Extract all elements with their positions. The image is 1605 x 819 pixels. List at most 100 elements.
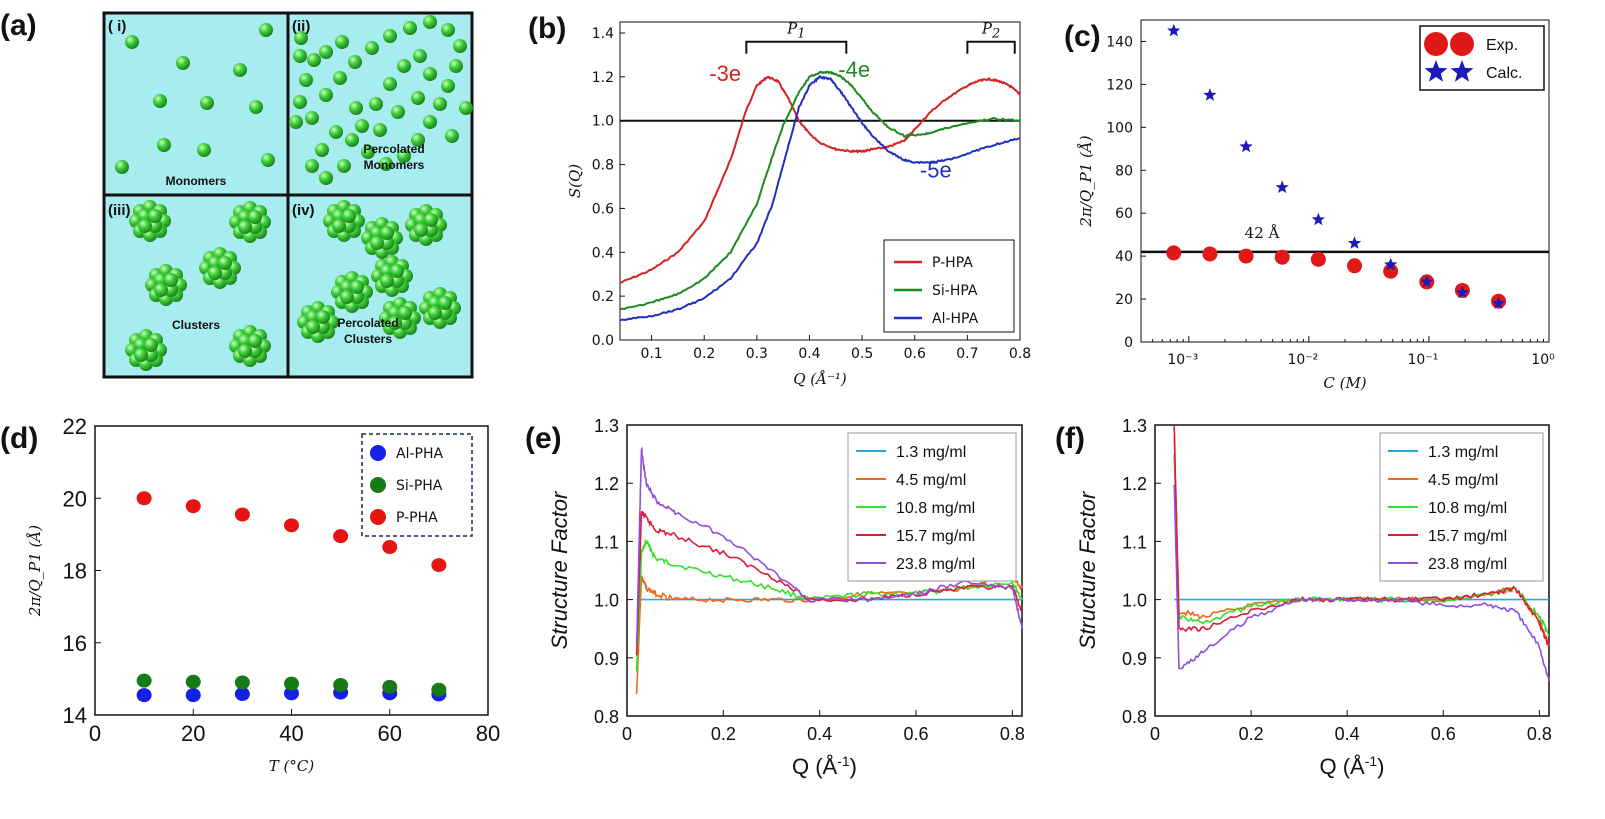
plot-frame bbox=[1154, 424, 1550, 717]
monomer-sphere bbox=[441, 79, 455, 93]
cluster-sphere bbox=[424, 213, 438, 227]
x-tick-label: 10⁻² bbox=[1287, 352, 1318, 368]
charge-annotation: -3e bbox=[709, 61, 741, 86]
y-tick-label: 1.1 bbox=[1122, 532, 1147, 552]
cluster-sphere bbox=[424, 223, 438, 237]
cluster-sphere bbox=[144, 348, 158, 362]
chart-c: 10⁻³ 10⁻² 10⁻¹ 10⁰ 0 20 40 60 80 100 120 140 C (M) 2π… bbox=[1077, 19, 1555, 392]
y-tick-label: 40 bbox=[1115, 249, 1133, 265]
monomer-sphere bbox=[115, 160, 129, 174]
data-point bbox=[234, 507, 250, 522]
y-tick-label: 0.0 bbox=[592, 333, 614, 349]
y-tick-label: 60 bbox=[1115, 206, 1133, 222]
legend-label: 4.5 mg/ml bbox=[896, 472, 966, 489]
monomer-sphere bbox=[200, 96, 214, 110]
cluster-sphere bbox=[380, 226, 394, 240]
cluster-sphere bbox=[428, 296, 442, 310]
monomer-sphere bbox=[176, 56, 190, 70]
peak-label-sub: 2 bbox=[991, 27, 1000, 42]
panel-label: (e) bbox=[525, 422, 562, 455]
y-tick-label: 18 bbox=[63, 559, 87, 584]
x-tick-label: 0.4 bbox=[1335, 724, 1360, 744]
legend-label: 1.3 mg/ml bbox=[896, 444, 966, 461]
data-point bbox=[431, 682, 447, 697]
peak-bracket bbox=[966, 40, 1016, 54]
cluster-sphere bbox=[208, 266, 222, 280]
cluster-sphere bbox=[238, 220, 252, 234]
y-tick-label: 1.3 bbox=[1122, 416, 1147, 436]
cluster-sphere bbox=[208, 256, 222, 270]
x-tick-label: 20 bbox=[181, 721, 205, 746]
plot-frame bbox=[626, 424, 1023, 717]
x-axis-label-sup: -1 bbox=[837, 753, 850, 769]
y-tick-label: 0.8 bbox=[1122, 707, 1147, 727]
monomer-sphere bbox=[449, 59, 463, 73]
monomer-sphere bbox=[355, 119, 369, 133]
legend-swatch bbox=[1424, 60, 1448, 82]
x-axis-label: Q (Å-1) bbox=[1319, 753, 1384, 779]
x-tick-label: 0.3 bbox=[746, 346, 768, 362]
legend-swatch bbox=[370, 445, 386, 461]
data-point bbox=[1274, 249, 1290, 265]
y-tick-label: 1.1 bbox=[594, 532, 619, 552]
monomer-sphere bbox=[319, 45, 333, 59]
cluster-sphere bbox=[340, 290, 354, 304]
series-line bbox=[619, 75, 1021, 284]
y-axis-label: S(Q) bbox=[566, 164, 584, 198]
monomer-sphere bbox=[329, 125, 343, 139]
data-point bbox=[1239, 139, 1253, 153]
series-line bbox=[1173, 426, 1550, 647]
y-tick-label: 0.2 bbox=[592, 289, 614, 305]
monomer-sphere bbox=[345, 133, 359, 147]
chart-d: 0 20 40 60 80 14 16 18 20 22 T (°C) 2π/Q_P1 (Å) Al-P… bbox=[26, 414, 500, 775]
legend-label: P-HPA bbox=[932, 255, 973, 271]
monomer-sphere bbox=[348, 55, 362, 69]
y-tick-label: 20 bbox=[63, 486, 87, 511]
legend-label: Si-PHA bbox=[396, 478, 443, 494]
y-tick-label: 120 bbox=[1106, 77, 1133, 93]
y-tick-label: 20 bbox=[1115, 292, 1133, 308]
cluster-sphere bbox=[238, 334, 252, 348]
series-line bbox=[619, 75, 1021, 322]
cluster-sphere bbox=[148, 209, 162, 223]
cluster-sphere bbox=[370, 226, 384, 240]
y-axis-label: 2π/Q_P1 (Å) bbox=[1077, 135, 1095, 227]
x-tick-label: 40 bbox=[279, 721, 303, 746]
monomer-sphere bbox=[361, 145, 375, 159]
peak-label: P2 bbox=[981, 20, 1000, 42]
monomer-sphere bbox=[333, 71, 347, 85]
monomer-sphere bbox=[411, 133, 425, 147]
x-axis-label-sup: -1 bbox=[1365, 753, 1378, 769]
monomer-sphere bbox=[319, 88, 333, 102]
cell-number: ( i) bbox=[108, 18, 126, 35]
legend-label: 4.5 mg/ml bbox=[1428, 472, 1498, 489]
charge-annotation: -5e bbox=[920, 158, 952, 183]
legend-label: 1.3 mg/ml bbox=[1428, 444, 1498, 461]
charge-annotation: -4e bbox=[838, 57, 870, 82]
monomer-sphere bbox=[153, 94, 167, 108]
x-tick-label: 0 bbox=[1150, 724, 1160, 744]
cluster-sphere bbox=[438, 296, 452, 310]
cluster-sphere bbox=[438, 306, 452, 320]
monomer-sphere bbox=[365, 41, 379, 55]
data-point bbox=[234, 675, 250, 690]
cluster-sphere bbox=[316, 320, 330, 334]
x-axis-label: C (M) bbox=[1323, 374, 1366, 392]
data-point bbox=[1202, 246, 1218, 262]
y-tick-label: 0.8 bbox=[592, 158, 614, 174]
data-point bbox=[333, 678, 349, 693]
cluster-sphere bbox=[154, 273, 168, 287]
cluster-sphere bbox=[248, 334, 262, 348]
caption-line: Percolated bbox=[363, 142, 424, 156]
monomer-sphere bbox=[197, 143, 211, 157]
monomer-sphere bbox=[441, 23, 455, 37]
cell-caption: Monomers bbox=[166, 174, 227, 188]
data-point bbox=[1166, 245, 1182, 261]
x-axis-label-end: ) bbox=[850, 754, 857, 779]
x-tick-label: 0.2 bbox=[693, 346, 715, 362]
cluster-sphere bbox=[154, 283, 168, 297]
plot-frame bbox=[619, 21, 1021, 341]
cluster-sphere bbox=[306, 320, 320, 334]
cluster-sphere bbox=[148, 219, 162, 233]
